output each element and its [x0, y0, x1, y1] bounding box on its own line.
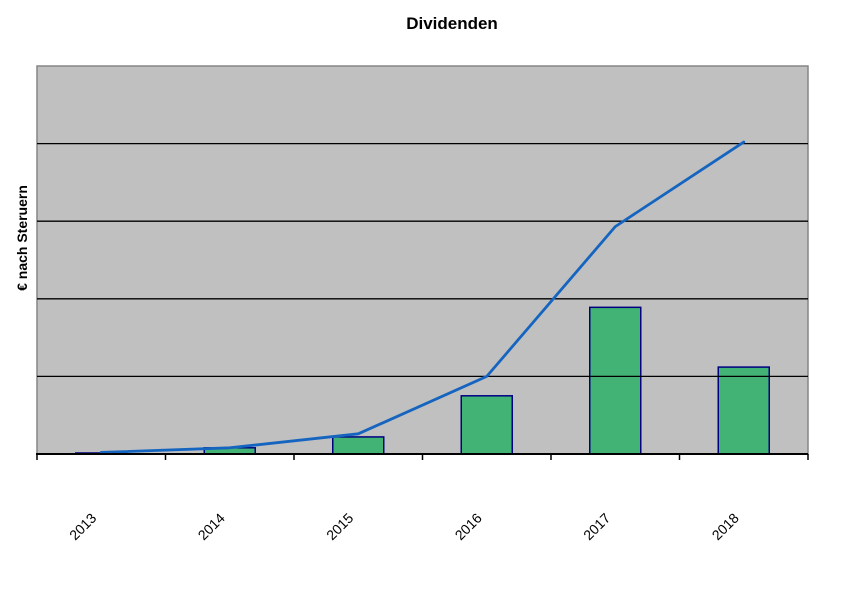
- x-label-2013: 2013: [66, 510, 99, 543]
- x-label-2014: 2014: [195, 510, 228, 543]
- x-label-2018: 2018: [709, 510, 742, 543]
- x-label-2015: 2015: [323, 510, 356, 543]
- bar-2015: [332, 436, 385, 455]
- plot-area: [36, 65, 809, 455]
- x-label-2016: 2016: [452, 510, 485, 543]
- bar-2016: [460, 395, 513, 455]
- x-label-2017: 2017: [580, 510, 613, 543]
- cumulative-line: [99, 140, 746, 454]
- chart-title: Dividenden: [406, 14, 498, 33]
- bar-2018: [717, 366, 770, 455]
- bar-2017: [589, 306, 642, 455]
